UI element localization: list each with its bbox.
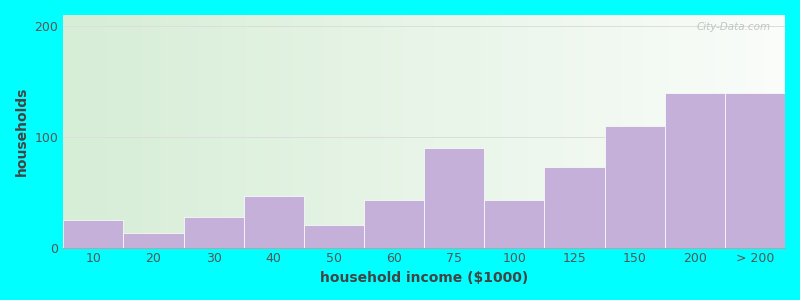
Bar bbox=[545, 167, 605, 248]
Bar bbox=[424, 148, 484, 248]
Bar bbox=[665, 92, 725, 247]
Text: White residents: White residents bbox=[356, 0, 492, 3]
Bar bbox=[605, 126, 665, 248]
X-axis label: household income ($1000): household income ($1000) bbox=[320, 271, 528, 285]
Y-axis label: households: households bbox=[15, 87, 29, 176]
Bar bbox=[304, 225, 364, 248]
Bar bbox=[123, 233, 183, 247]
Bar bbox=[725, 92, 785, 247]
Bar bbox=[364, 200, 424, 248]
Bar bbox=[183, 217, 244, 248]
Text: City-Data.com: City-Data.com bbox=[697, 22, 770, 32]
Bar bbox=[484, 200, 545, 248]
Bar bbox=[244, 196, 304, 247]
Bar bbox=[63, 220, 123, 248]
